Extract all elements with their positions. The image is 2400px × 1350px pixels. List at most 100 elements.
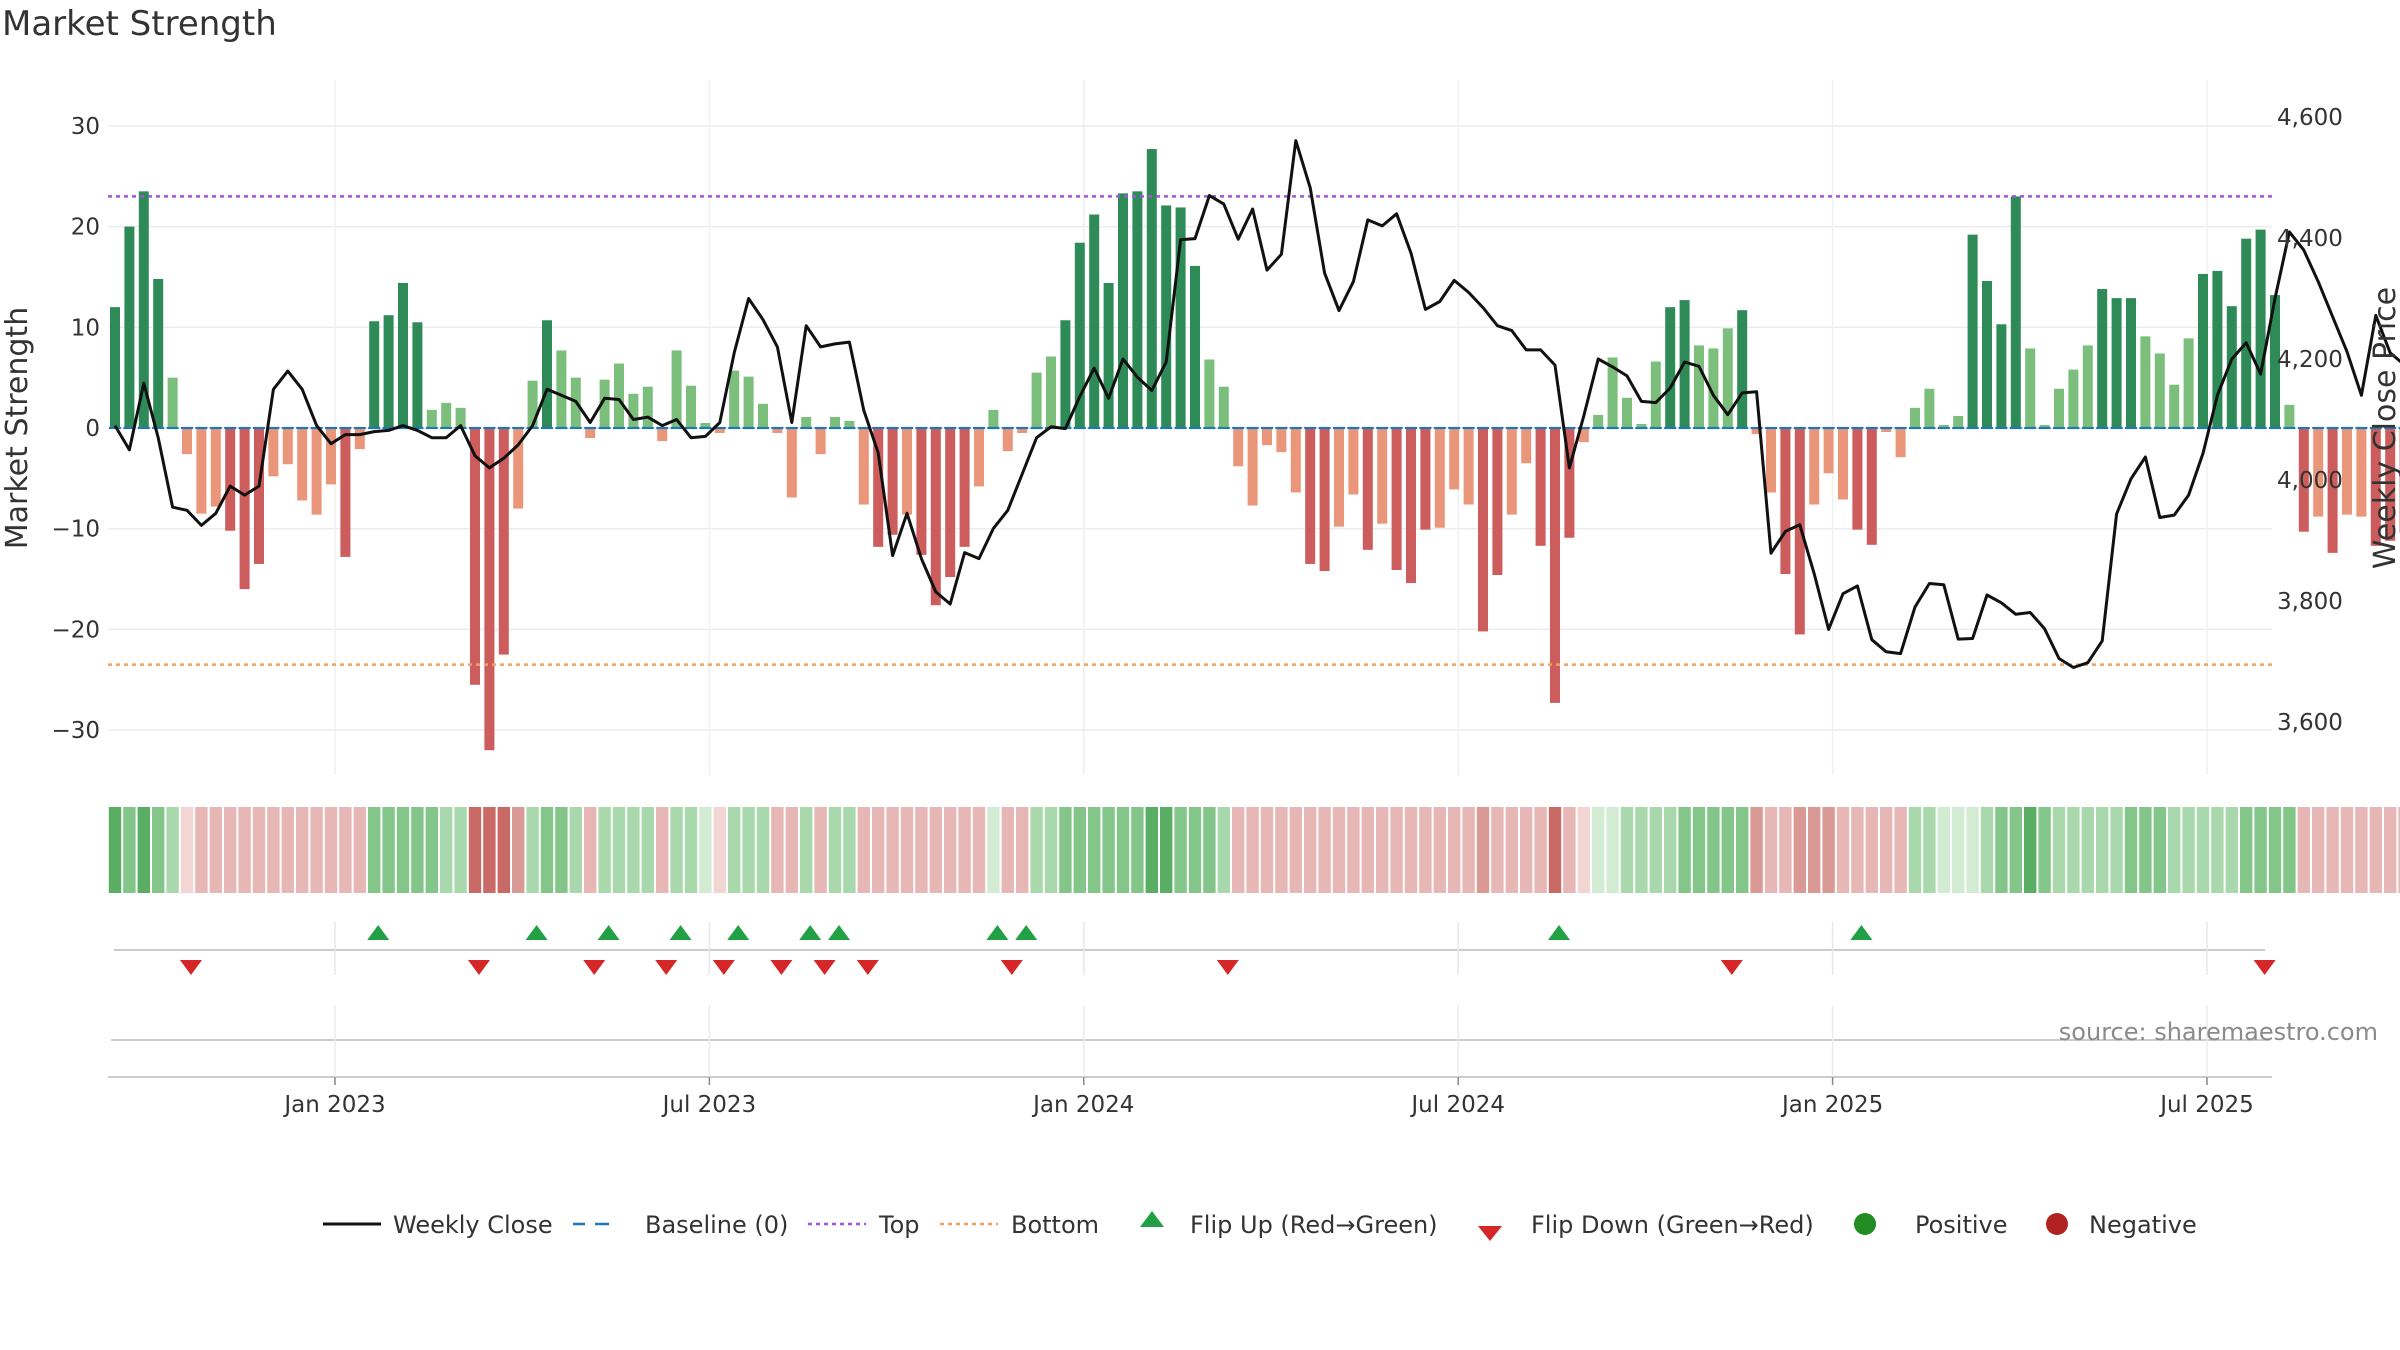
legend-label: Weekly Close [393,1211,553,1239]
heat-cell [108,807,122,893]
heat-cell [324,807,338,893]
flip-down-marker [856,960,879,975]
strength-bar [340,428,351,557]
flip-down-marker [770,960,793,975]
heat-cell [1088,807,1101,893]
flip-up-marker [525,925,548,940]
flip-down-marker [468,960,490,975]
legend-label: Positive [1915,1211,2008,1239]
strength-bar [988,409,999,428]
heat-cell [1851,807,1864,893]
strength-bar [426,409,437,428]
strength-bar [1276,428,1287,453]
heat-cell [584,807,597,893]
heat-cell [1102,807,1115,893]
heat-cell [756,807,770,893]
heat-cell [2168,807,2181,893]
strength-bar [2241,238,2252,428]
heat-cell [1073,807,1086,893]
strength-bar [2284,404,2295,428]
strength-bar [210,428,221,507]
heat-cell [1390,807,1403,893]
heat-cell [166,807,179,893]
strength-bar [282,428,293,465]
heat-cell [1059,807,1072,893]
strength-bar [2298,428,2309,532]
heat-cell [1822,807,1835,893]
heat-cell [1880,807,1893,893]
flip-up-marker [1548,925,1570,940]
heat-cell [713,807,726,893]
strength-bar [830,416,840,428]
heat-cell [843,807,856,893]
strength-bar [815,428,826,455]
strength-bar [556,350,567,428]
strength-heatmap-strip [108,807,2400,893]
left-axis-title: Market Strength [0,307,35,549]
flip-down-marker [583,960,606,975]
heat-cell [1160,807,1173,893]
heat-cell [1001,807,1014,893]
heat-cell [411,807,424,893]
heat-cell [2153,807,2166,893]
strength-bar [1175,207,1186,428]
heat-cell [1275,807,1288,893]
strength-bar [974,428,984,487]
heat-cell [2398,807,2400,893]
strength-bar [1406,428,1416,584]
strength-bar [1881,428,1892,433]
flip-down-marker [1720,960,1743,975]
legend-item: Negative [2046,1211,2197,1239]
source-label: source: sharemaestro.com [2059,1018,2378,1046]
legend-item: Baseline (0) [573,1211,788,1239]
strength-bar [959,428,970,547]
heat-cell [2312,807,2325,893]
strength-bar [1161,205,1172,428]
heat-cell [1188,807,1202,893]
left-tick-label: −30 [51,718,100,744]
heat-cell [1505,807,1518,893]
strength-bar [153,278,164,428]
strength-bar [1751,428,1762,435]
strength-bar [484,428,495,751]
heat-cell [1937,807,1950,893]
strength-bar [2356,428,2367,517]
strength-bar [614,363,624,428]
heat-cell [1750,807,1763,893]
strength-bar [196,428,207,514]
heat-cell [512,807,525,893]
right-tick-label: 4,600 [2277,105,2343,131]
heat-cell [1016,807,1029,893]
heat-cell [641,807,654,893]
strength-bar [642,386,653,428]
strength-bar [1002,428,1013,452]
strength-bar [844,420,855,428]
strength-bar [1391,428,1402,570]
strength-bar [542,320,552,428]
strength-bar [786,428,797,498]
heat-cell [1433,807,1446,893]
x-tick-label: Jan 2023 [282,1092,385,1118]
strength-bar [498,428,509,655]
heat-cell [454,807,467,893]
heat-cell [1376,807,1389,893]
strength-bar [858,428,869,505]
right-axis-title: Weekly Close Price [2368,287,2400,569]
strength-bar [1593,414,1604,428]
heat-cell [1347,807,1360,893]
heat-cell [540,807,554,893]
strength-bar [470,428,480,685]
strength-bar [1953,415,1964,428]
legend-item: Bottom [940,1211,1099,1239]
heat-cell [2225,807,2238,893]
strength-bar [1550,428,1560,703]
strength-bar [1060,320,1071,428]
heat-cell [1232,807,1245,893]
heat-cell [1174,807,1187,893]
heat-cell [598,807,611,893]
weekly-close-line [113,139,2400,669]
flip-up-marker [727,925,750,940]
heat-cell [195,807,208,893]
heat-cell [1131,807,1144,893]
strength-bar [2025,348,2036,428]
